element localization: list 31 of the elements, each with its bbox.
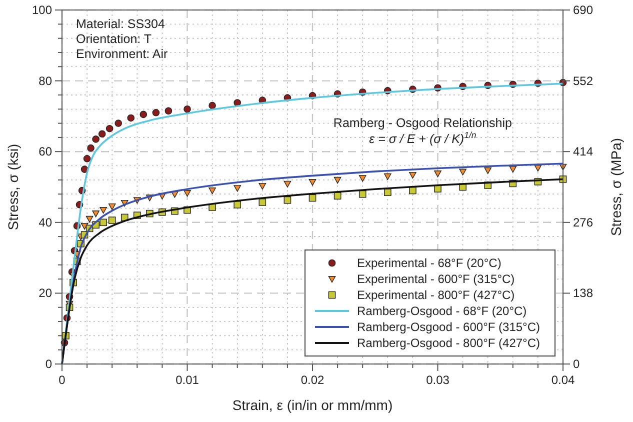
- legend-label: Experimental - 600°F (315°C): [357, 272, 515, 286]
- annotation: Environment: Air: [76, 47, 168, 61]
- y-tick-label: 20: [38, 286, 52, 300]
- y2-tick-label: 0: [573, 357, 580, 371]
- y-tick-label: 80: [38, 74, 52, 88]
- y-tick-label: 40: [38, 215, 52, 230]
- annotation: Ramberg - Osgood Relationship: [333, 116, 512, 130]
- legend-label: Ramberg-Osgood - 800°F (427°C): [357, 336, 540, 350]
- x-tick-label: 0.03: [426, 373, 450, 387]
- legend-label: Ramberg-Osgood - 68°F (20°C): [357, 304, 527, 318]
- annotation: Orientation: T: [76, 32, 152, 46]
- y2-tick-label: 552: [573, 74, 594, 88]
- y-tick-label: 60: [38, 144, 52, 159]
- x-tick-label: 0.01: [176, 373, 200, 387]
- y-tick-label: 0: [45, 357, 52, 371]
- y-tick-label: 100: [32, 3, 52, 17]
- annotation: Material: SS304: [76, 17, 165, 31]
- y2-tick-label: 276: [573, 215, 594, 230]
- legend-label: Experimental - 800°F (427°C): [357, 288, 515, 302]
- x-axis-title: Strain, ε (in/in or mm/mm): [232, 397, 393, 413]
- y2-tick-label: 414: [573, 144, 594, 159]
- x-tick-label: 0.02: [300, 373, 324, 387]
- annotation: ε = σ / E + (σ / K)$^{1/n}$: [369, 130, 476, 146]
- legend-label: Experimental - 68°F (20°C): [357, 256, 502, 270]
- y2-tick-label: 690: [573, 3, 594, 17]
- x-tick-label: 0.04: [551, 373, 575, 387]
- x-tick-label: 0: [58, 373, 66, 387]
- y2-tick-label: 138: [573, 286, 594, 300]
- legend-label: Ramberg-Osgood - 600°F (315°C): [357, 320, 540, 334]
- y-axis-title: Stress, σ (ksi): [5, 144, 21, 230]
- y2-axis-title: Stress, σ (MPa): [608, 138, 624, 236]
